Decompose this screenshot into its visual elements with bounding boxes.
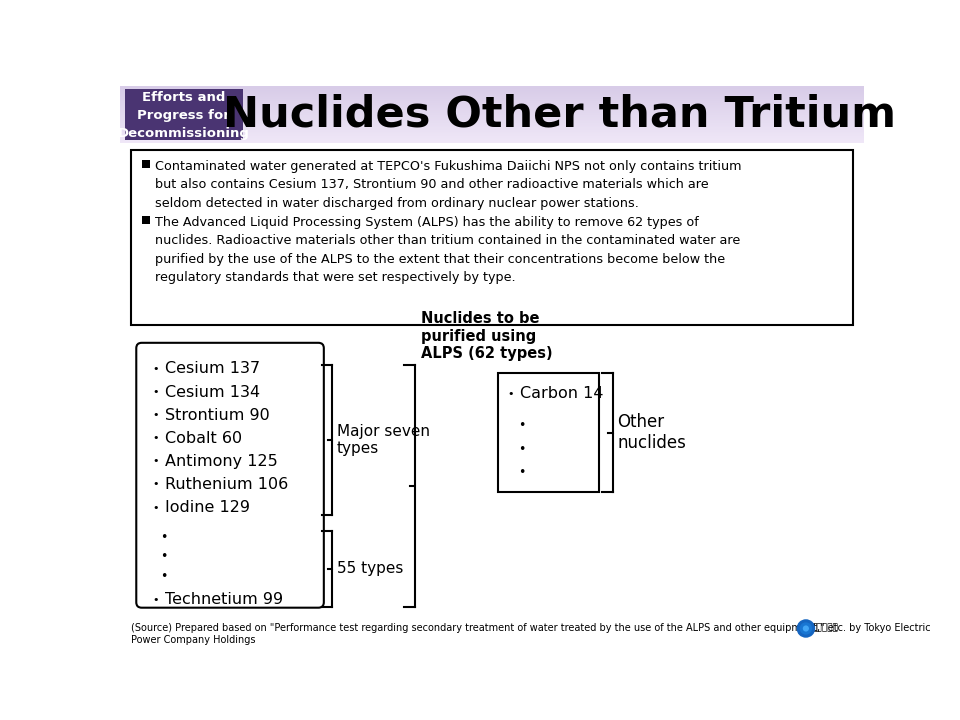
Text: •: •: [508, 389, 514, 399]
Bar: [120, 124, 864, 125]
Text: Contaminated water generated at TEPCO's Fukushima Daiichi NPS not only contains : Contaminated water generated at TEPCO's …: [155, 160, 741, 210]
Text: •: •: [159, 531, 167, 544]
Bar: [120, 100, 864, 101]
Bar: [120, 104, 864, 105]
Text: Nuclides to be
purified using
ALPS (62 types): Nuclides to be purified using ALPS (62 t…: [420, 312, 552, 361]
Text: 55 types: 55 types: [337, 562, 403, 576]
Bar: [120, 133, 864, 134]
Bar: [120, 126, 864, 127]
Text: •: •: [517, 420, 525, 433]
Text: Cesium 134: Cesium 134: [165, 384, 260, 400]
Text: •: •: [153, 364, 159, 374]
Circle shape: [800, 622, 812, 634]
Text: •: •: [153, 456, 159, 467]
Bar: [120, 134, 864, 135]
Bar: [120, 90, 864, 91]
Text: •: •: [159, 570, 167, 582]
Text: The Advanced Liquid Processing System (ALPS) has the ability to remove 62 types : The Advanced Liquid Processing System (A…: [155, 216, 740, 284]
Bar: [120, 111, 864, 112]
Text: Antimony 125: Antimony 125: [165, 454, 277, 469]
Bar: [120, 120, 864, 121]
Bar: [120, 130, 864, 131]
Bar: [120, 107, 864, 108]
Bar: [120, 141, 864, 142]
Bar: [120, 96, 864, 97]
Text: Efforts and
Progress for
Decommissioning: Efforts and Progress for Decommissioning: [118, 91, 250, 140]
Bar: [120, 88, 864, 89]
Text: Iodine 129: Iodine 129: [165, 500, 250, 515]
Text: •: •: [517, 443, 525, 456]
Bar: [120, 127, 864, 128]
Bar: [120, 129, 864, 130]
Bar: [142, 160, 150, 168]
Text: Cesium 137: Cesium 137: [165, 361, 260, 377]
Bar: [120, 97, 864, 98]
Bar: [120, 138, 864, 139]
Text: •: •: [517, 466, 525, 479]
Text: •: •: [153, 410, 159, 420]
Text: •: •: [153, 387, 159, 397]
Bar: [120, 137, 864, 138]
Bar: [120, 105, 864, 106]
Text: Nuclides Other than Tritium: Nuclides Other than Tritium: [224, 94, 897, 136]
Bar: [120, 110, 864, 111]
Bar: [120, 139, 864, 140]
Bar: [120, 99, 864, 100]
Bar: [120, 86, 864, 87]
Text: (Source) Prepared based on "Performance test regarding secondary treatment of wa: (Source) Prepared based on "Performance …: [131, 623, 930, 644]
Bar: [120, 94, 864, 95]
Bar: [125, 89, 243, 140]
Bar: [120, 119, 864, 120]
Bar: [120, 98, 864, 99]
Bar: [120, 131, 864, 132]
Text: Technetium 99: Technetium 99: [165, 593, 283, 608]
Bar: [120, 132, 864, 133]
Text: Cobalt 60: Cobalt 60: [165, 431, 242, 446]
Text: Major seven
types: Major seven types: [337, 423, 430, 456]
Text: •: •: [153, 503, 159, 513]
Text: •: •: [153, 433, 159, 444]
Bar: [120, 106, 864, 107]
Bar: [120, 117, 864, 118]
Bar: [120, 89, 864, 90]
Bar: [120, 140, 864, 141]
Text: •: •: [159, 550, 167, 563]
Bar: [120, 115, 864, 116]
Bar: [120, 93, 864, 94]
Bar: [120, 87, 864, 88]
Bar: [120, 102, 864, 104]
Bar: [120, 142, 864, 143]
Bar: [120, 91, 864, 93]
Bar: [120, 101, 864, 102]
Bar: [120, 114, 864, 115]
Bar: [120, 125, 864, 126]
Text: 経済産業省: 経済産業省: [812, 623, 839, 632]
Bar: [120, 118, 864, 119]
Text: Carbon 14: Carbon 14: [520, 386, 604, 401]
Bar: [120, 123, 864, 124]
Bar: [142, 216, 150, 224]
Bar: [120, 109, 864, 110]
Bar: [120, 128, 864, 129]
Bar: [120, 108, 864, 109]
Bar: [120, 112, 864, 113]
Bar: [120, 122, 864, 123]
Text: Strontium 90: Strontium 90: [165, 408, 270, 423]
FancyBboxPatch shape: [498, 373, 599, 492]
FancyBboxPatch shape: [136, 343, 324, 608]
Bar: [120, 135, 864, 137]
Bar: [120, 95, 864, 96]
Bar: [120, 113, 864, 114]
Bar: [120, 116, 864, 117]
Text: •: •: [153, 595, 159, 605]
Circle shape: [797, 619, 815, 638]
Text: Other
nuclides: Other nuclides: [617, 413, 686, 452]
FancyBboxPatch shape: [131, 150, 853, 325]
Text: Ruthenium 106: Ruthenium 106: [165, 477, 288, 492]
Circle shape: [803, 626, 809, 631]
Bar: [120, 121, 864, 122]
Text: •: •: [153, 480, 159, 490]
